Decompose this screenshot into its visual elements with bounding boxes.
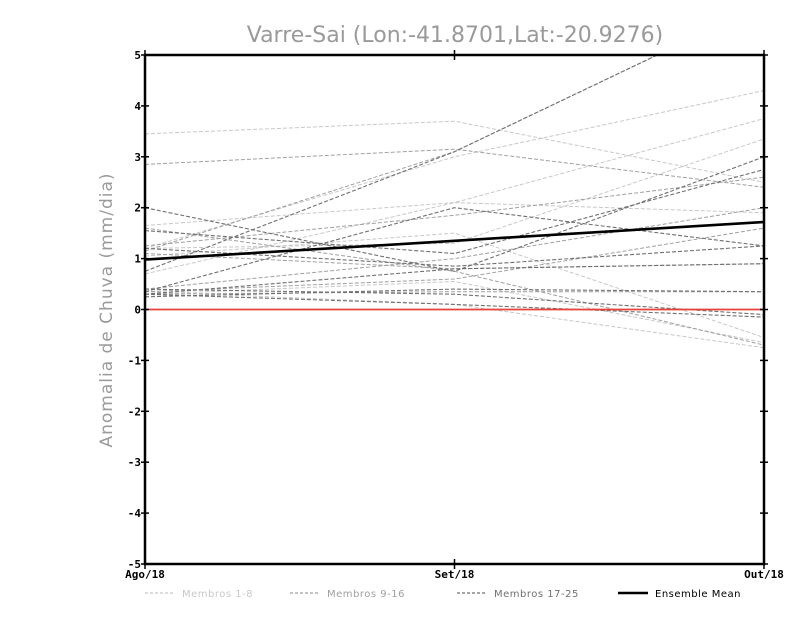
series-line-membro-19 <box>145 207 764 293</box>
series-layer <box>145 55 764 349</box>
legend-label: Ensemble Mean <box>655 589 741 600</box>
series-line-membro-1 <box>145 120 764 183</box>
chart-title: Varre-Sai (Lon:-41.8701,Lat:-20.9276) <box>247 23 664 48</box>
series-line-membro-25 <box>145 293 764 318</box>
y-tick-label: -1 <box>128 354 142 367</box>
series-line-membro-8 <box>145 232 764 338</box>
series-line-membro-6 <box>145 291 764 349</box>
series-line-membro-17 <box>145 55 659 272</box>
x-tick-label: Out/18 <box>744 568 784 581</box>
series-line-membro-20 <box>145 168 764 255</box>
y-tick-label: 5 <box>134 49 141 62</box>
series-line-membro-24 <box>145 288 764 316</box>
y-tick-label: 0 <box>134 304 141 317</box>
x-tick-label: Set/18 <box>435 568 475 581</box>
y-axis-label: Anomalia de Chuva (mm/dia) <box>97 172 117 447</box>
series-line-membro-13 <box>145 227 764 293</box>
y-tick-label: -5 <box>128 558 141 571</box>
series-line-membro-18 <box>145 156 764 272</box>
series-line-membro-23 <box>145 288 764 298</box>
series-line-membro-5 <box>145 202 764 275</box>
legend-label: Membros 17-25 <box>494 589 579 600</box>
y-tick-label: 4 <box>134 100 141 113</box>
legend-label: Membros 9-16 <box>327 589 405 600</box>
y-tick-label: 2 <box>134 202 141 215</box>
legend-label: Membros 1-8 <box>182 589 253 600</box>
y-tick-label: 1 <box>134 253 141 266</box>
y-tick-label: -3 <box>128 456 141 469</box>
series-line-membro-4 <box>145 138 764 249</box>
series-line-membro-12 <box>145 207 764 290</box>
series-line-membro-11 <box>145 176 764 247</box>
series-line-membro-15 <box>145 291 764 295</box>
series-line-membro-7 <box>145 280 764 344</box>
series-line-membro-9 <box>145 148 764 188</box>
series-line-membro-2 <box>145 90 764 249</box>
y-tick-label: -2 <box>128 405 141 418</box>
series-line-ensemble-mean <box>145 220 764 261</box>
legend: Membros 1-8 Membros 9-16 Membros 17-25 Ense… <box>145 589 741 600</box>
x-tick-label: Ago/18 <box>125 568 165 581</box>
y-tick-label: -4 <box>128 507 142 520</box>
series-line-membro-22 <box>145 263 764 295</box>
y-tick-label: 3 <box>134 151 141 164</box>
